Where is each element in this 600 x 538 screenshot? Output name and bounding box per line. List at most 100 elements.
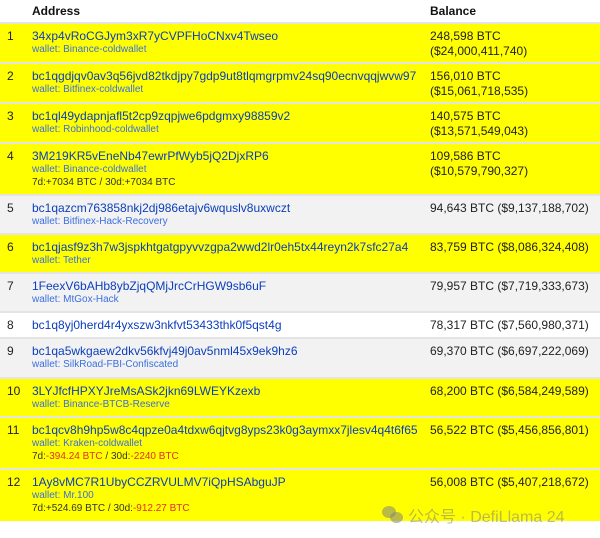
address-link[interactable]: 1FeexV6bAHb8ybZjqQMjJrcCrHGW9sb6uF — [32, 279, 267, 293]
rank-cell: 8 — [0, 311, 32, 338]
change-30d-label: 30d: — [105, 177, 125, 188]
change-7d-value: +7034 BTC — [45, 177, 97, 188]
balance-value: 83,759 BTC ($8,086,324,408) — [430, 240, 589, 254]
balance-cell: 83,759 BTC ($8,086,324,408) — [430, 233, 600, 273]
balance-value: 140,575 BTC ($13,571,549,043) — [430, 109, 529, 138]
table-row: 1 34xp4vRoCGJym3xR7yCVPFHoCNxv4Twseo wall… — [0, 22, 600, 63]
rank-cell: 11 — [0, 416, 32, 469]
address-link[interactable]: 3M219KR5vEneNb47ewrPfWyb5jQ2DjxRP6 — [32, 149, 269, 163]
rich-list-table: Address Balance 1 34xp4vRoCGJym3xR7yCVPF… — [0, 0, 600, 521]
address-link[interactable]: bc1ql49ydapnjafl5t2cp9zqpjwe6pdgmxy98859… — [32, 109, 291, 123]
change-30d-value: +7034 BTC — [124, 177, 176, 188]
rank-cell: 4 — [0, 142, 32, 195]
table-row: 12 1Ay8vMC7R1UbyCCZRVULMV7iQpHSAbguJP wal… — [0, 468, 600, 521]
address-cell: 3LYJfcfHPXYJreMsASk2jkn69LWEYKzexb wallet… — [32, 377, 430, 417]
balance-value: 109,586 BTC ($10,579,790,327) — [430, 149, 529, 178]
rank-cell: 12 — [0, 468, 32, 521]
wallet-label: wallet: Robinhood-coldwallet — [32, 124, 159, 135]
balance-cell: 56,008 BTC ($5,407,218,672) — [430, 468, 600, 521]
wallet-label: wallet: Bitfinex-coldwallet — [32, 84, 144, 95]
watermark: 公众号 · DefiLlama 24 — [382, 503, 565, 527]
wallet-label: wallet: Kraken-coldwallet — [32, 438, 143, 449]
wallet-label: wallet: Tether — [32, 255, 91, 266]
balance-change: 7d:-394.24 BTC / 30d:-2240 BTC — [32, 450, 430, 464]
balance-value: 69,370 BTC ($6,697,222,069) — [430, 344, 589, 358]
address-link[interactable]: bc1qjasf9z3h7w3jspkhtgatgpyvvzgpa2wwd2lr… — [32, 240, 409, 254]
watermark-text: 公众号 · DefiLlama 24 — [408, 509, 565, 526]
header-balance: Balance — [430, 4, 477, 18]
balance-value: 78,317 BTC ($7,560,980,371) — [430, 318, 589, 332]
wallet-label: wallet: Binance-coldwallet — [32, 164, 147, 175]
balance-cell: 140,575 BTC ($13,571,549,043) — [430, 102, 600, 143]
rank-cell: 10 — [0, 377, 32, 417]
address-link[interactable]: bc1qgdjqv0av3q56jvd82tkdjpy7gdp9ut8tlqmg… — [32, 69, 417, 83]
change-30d-value: -912.27 BTC — [132, 503, 190, 514]
change-separator: / — [96, 177, 106, 188]
balance-cell: 68,200 BTC ($6,584,249,589) — [430, 377, 600, 417]
address-cell: 3M219KR5vEneNb47ewrPfWyb5jQ2DjxRP6 wallet… — [32, 142, 430, 195]
wechat-icon — [382, 506, 404, 524]
header-rank — [0, 0, 32, 23]
balance-cell: 78,317 BTC ($7,560,980,371) — [430, 311, 600, 338]
balance-cell: 56,522 BTC ($5,456,856,801) — [430, 416, 600, 469]
address-cell: bc1qcv8h9hp5w8c4qpze0a4tdxw6qjtvg8yps23k… — [32, 416, 430, 469]
change-30d-label: 30d: — [110, 451, 131, 462]
balance-cell: 156,010 BTC ($15,061,718,535) — [430, 62, 600, 103]
table-row: 6 bc1qjasf9z3h7w3jspkhtgatgpyvvzgpa2wwd2… — [0, 233, 600, 273]
header-address: Address — [32, 4, 81, 18]
change-7d-label: 7d: — [32, 451, 46, 462]
rank-cell: 1 — [0, 22, 32, 63]
change-7d-label: 7d: — [32, 177, 46, 188]
address-link[interactable]: 34xp4vRoCGJym3xR7yCVPFHoCNxv4Twseo — [32, 29, 279, 43]
wallet-label: wallet: Mr.100 — [32, 490, 94, 501]
wallet-label: wallet: Bitfinex-Hack-Recovery — [32, 216, 168, 227]
balance-value: 156,010 BTC ($15,061,718,535) — [430, 69, 529, 98]
balance-value: 248,598 BTC ($24,000,411,740) — [430, 29, 528, 58]
address-cell: bc1q8yj0herd4r4yxszw3nkfvt53433thk0f5qst… — [32, 311, 430, 338]
balance-cell: 248,598 BTC ($24,000,411,740) — [430, 22, 600, 63]
table-row: 9 bc1qa5wkgaew2dkv56kfvj49j0av5nml45x9ek… — [0, 337, 600, 378]
balance-value: 94,643 BTC ($9,137,188,702) — [430, 201, 589, 215]
rank-cell: 7 — [0, 272, 32, 312]
balance-cell: 79,957 BTC ($7,719,333,673) — [430, 272, 600, 312]
balance-cell: 69,370 BTC ($6,697,222,069) — [430, 337, 600, 378]
address-cell: 1Ay8vMC7R1UbyCCZRVULMV7iQpHSAbguJP wallet… — [32, 468, 430, 521]
balance-value: 56,008 BTC ($5,407,218,672) — [430, 475, 589, 489]
address-cell: 1FeexV6bAHb8ybZjqQMjJrcCrHGW9sb6uF wallet… — [32, 272, 430, 312]
change-30d-value: -2240 BTC — [130, 451, 179, 462]
address-link[interactable]: 1Ay8vMC7R1UbyCCZRVULMV7iQpHSAbguJP — [32, 475, 286, 489]
change-7d-label: 7d: — [32, 503, 46, 514]
table-row: 2 bc1qgdjqv0av3q56jvd82tkdjpy7gdp9ut8tlq… — [0, 62, 600, 103]
rank-cell: 2 — [0, 62, 32, 103]
address-link[interactable]: bc1qcv8h9hp5w8c4qpze0a4tdxw6qjtvg8yps23k… — [32, 423, 418, 437]
balance-value: 79,957 BTC ($7,719,333,673) — [430, 279, 589, 293]
balance-cell: 109,586 BTC ($10,579,790,327) — [430, 142, 600, 195]
address-cell: bc1ql49ydapnjafl5t2cp9zqpjwe6pdgmxy98859… — [32, 102, 430, 143]
change-30d-label: 30d: — [113, 503, 133, 514]
change-7d-value: -394.24 BTC — [45, 451, 103, 462]
address-cell: bc1qazcm763858nkj2dj986etajv6wquslv8uxwc… — [32, 194, 430, 234]
wallet-label: wallet: MtGox-Hack — [32, 294, 119, 305]
change-7d-value: +524.69 BTC — [45, 503, 106, 514]
change-separator: / — [102, 451, 111, 462]
wallet-label: wallet: Binance-BTCB-Reserve — [32, 399, 170, 410]
table-header: Address Balance — [0, 0, 600, 23]
table-row: 8 bc1q8yj0herd4r4yxszw3nkfvt53433thk0f5q… — [0, 311, 600, 338]
address-link[interactable]: bc1qazcm763858nkj2dj986etajv6wquslv8uxwc… — [32, 201, 291, 215]
address-cell: bc1qa5wkgaew2dkv56kfvj49j0av5nml45x9ek9h… — [32, 337, 430, 378]
address-cell: 34xp4vRoCGJym3xR7yCVPFHoCNxv4Twseo wallet… — [32, 22, 430, 63]
balance-change: 7d:+7034 BTC / 30d:+7034 BTC — [32, 176, 430, 190]
table-row: 11 bc1qcv8h9hp5w8c4qpze0a4tdxw6qjtvg8yps… — [0, 416, 600, 469]
address-link[interactable]: bc1qa5wkgaew2dkv56kfvj49j0av5nml45x9ek9h… — [32, 344, 298, 358]
table-row: 5 bc1qazcm763858nkj2dj986etajv6wquslv8ux… — [0, 194, 600, 234]
table-row: 3 bc1ql49ydapnjafl5t2cp9zqpjwe6pdgmxy988… — [0, 102, 600, 143]
address-link[interactable]: bc1q8yj0herd4r4yxszw3nkfvt53433thk0f5qst… — [32, 318, 282, 332]
balance-cell: 94,643 BTC ($9,137,188,702) — [430, 194, 600, 234]
balance-value: 56,522 BTC ($5,456,856,801) — [430, 423, 589, 437]
rank-cell: 9 — [0, 337, 32, 378]
wallet-label: wallet: Binance-coldwallet — [32, 44, 147, 55]
wallet-label: wallet: SilkRoad-FBI-Confiscated — [32, 359, 179, 370]
address-cell: bc1qjasf9z3h7w3jspkhtgatgpyvvzgpa2wwd2lr… — [32, 233, 430, 273]
table-row: 10 3LYJfcfHPXYJreMsASk2jkn69LWEYKzexb wal… — [0, 377, 600, 417]
address-link[interactable]: 3LYJfcfHPXYJreMsASk2jkn69LWEYKzexb — [32, 384, 261, 398]
